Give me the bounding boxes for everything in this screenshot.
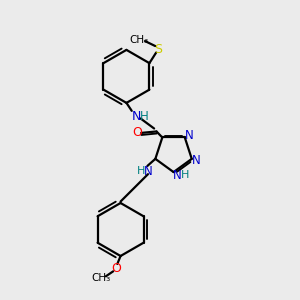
Text: H: H (140, 110, 149, 123)
Text: N: N (144, 165, 152, 178)
Text: N: N (192, 154, 201, 167)
Text: O: O (111, 262, 121, 275)
Text: N: N (173, 169, 182, 182)
Text: H: H (137, 166, 145, 176)
Text: CH₃: CH₃ (91, 273, 110, 283)
Text: H: H (181, 170, 189, 180)
Text: CH₃: CH₃ (130, 34, 149, 45)
Text: O: O (133, 126, 142, 140)
Text: N: N (132, 110, 141, 123)
Text: S: S (154, 43, 162, 56)
Text: N: N (184, 129, 193, 142)
